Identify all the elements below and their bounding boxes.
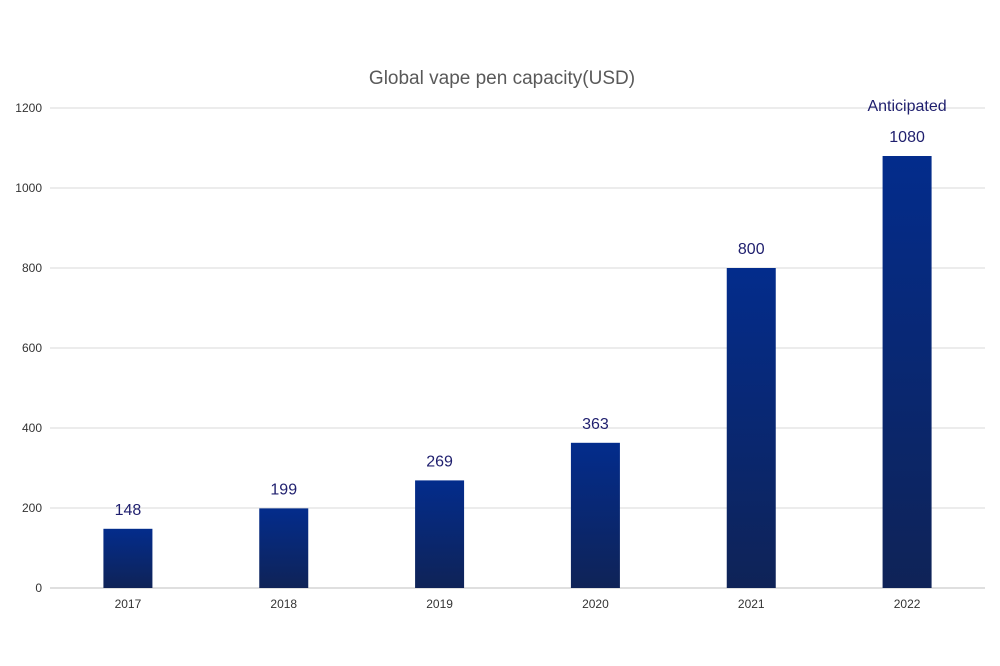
y-tick-label: 600 [22,341,42,355]
y-tick-label: 400 [22,421,42,435]
bars [103,156,932,588]
x-tick-label: 2019 [426,597,453,611]
gridlines [50,107,985,589]
bar-2022 [882,156,932,588]
y-tick-label: 1200 [15,101,42,115]
data-label-2017: 148 [115,502,142,519]
y-axis: 0 200 400 600 800 1000 1200 [15,101,42,595]
chart-title: Global vape pen capacity(USD) [369,68,635,89]
y-tick-label: 200 [22,501,42,515]
data-label-2020: 363 [582,416,609,433]
x-tick-label: 2022 [894,597,921,611]
bar-2018 [259,508,309,588]
data-label-2021: 800 [738,241,765,258]
y-tick-label: 0 [35,581,42,595]
x-tick-label: 2018 [270,597,297,611]
data-label-2022: 1080 [889,129,925,146]
x-tick-label: 2021 [738,597,765,611]
y-tick-label: 800 [22,261,42,275]
annotation-label: Anticipated [867,98,946,115]
bar-2020 [570,442,620,588]
data-label-2018: 199 [270,481,297,498]
x-tick-label: 2017 [115,597,142,611]
x-axis: 2017 2018 2019 2020 2021 2022 [115,597,921,611]
y-tick-label: 1000 [15,181,42,195]
bar-2021 [726,268,776,588]
data-label-2019: 269 [426,453,453,470]
x-tick-label: 2020 [582,597,609,611]
data-labels: 148 199 269 363 800 1080 [115,129,925,519]
bar-2017 [103,528,153,588]
bar-2019 [415,480,465,588]
annotations: Anticipated [867,98,946,115]
